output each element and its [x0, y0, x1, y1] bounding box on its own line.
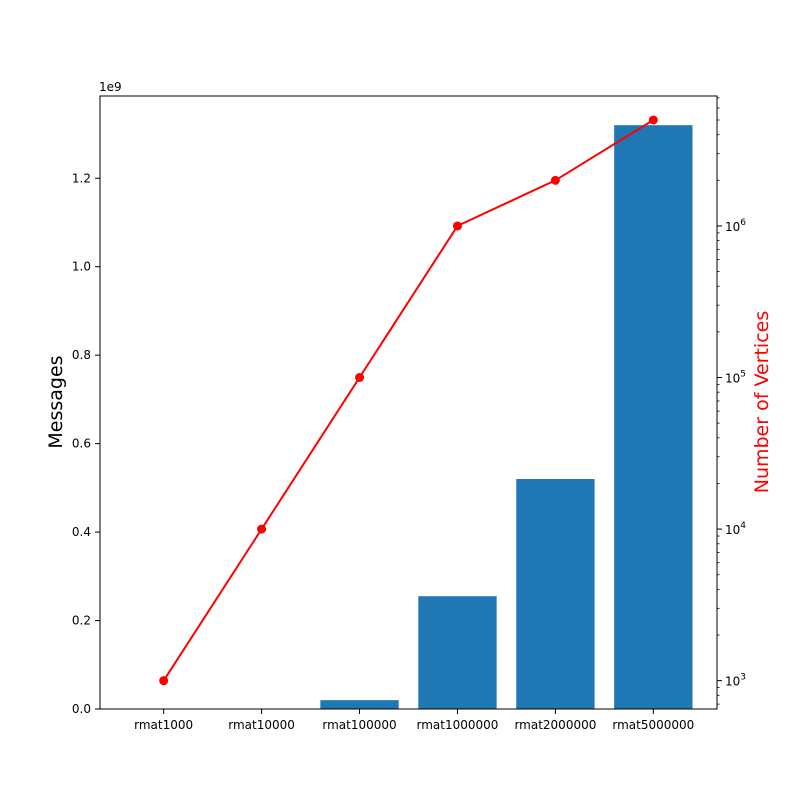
x-tick-label-rmat2000000: rmat2000000 — [514, 718, 596, 732]
x-tick-label-rmat100000: rmat100000 — [322, 718, 396, 732]
bar-rmat5000000 — [614, 125, 693, 709]
vertices-point-rmat100000 — [355, 373, 365, 383]
vertices-point-rmat5000000 — [648, 115, 658, 125]
y-tick-label-0.0: 0.0 — [72, 702, 91, 716]
vertices-line — [162, 119, 654, 682]
vertices-point-rmat1000 — [159, 676, 169, 686]
x-tick-label-rmat5000000: rmat5000000 — [612, 718, 694, 732]
y-tick-label-0.6: 0.6 — [72, 437, 91, 451]
y-axis-label: Messages — [45, 355, 67, 448]
y2-axis-label: Number of Vertices — [751, 311, 773, 494]
plot-frame — [99, 95, 718, 710]
y-tick-label-0.4: 0.4 — [72, 525, 91, 539]
bar-rmat1000000 — [418, 596, 497, 709]
axes-layer: rmat1000 rmat10000 rmat100000 rmat1000000 rm… — [72, 95, 746, 732]
x-tick-label-rmat10000: rmat10000 — [228, 718, 295, 732]
vertices-point-rmat10000 — [257, 524, 267, 534]
vertices-line-layer — [159, 115, 658, 686]
y-tick-label-0.8: 0.8 — [72, 348, 91, 362]
y-tick-label-1.2: 1.2 — [72, 171, 91, 185]
bar-rmat2000000 — [516, 479, 595, 709]
y-offset-text: 1e9 — [99, 80, 122, 94]
bar-rmat100000 — [320, 700, 399, 709]
x-tick-label-rmat1000000: rmat1000000 — [417, 718, 499, 732]
x-tick-label-rmat1000: rmat1000 — [134, 718, 193, 732]
vertices-point-rmat2000000 — [550, 175, 560, 185]
vertices-point-rmat1000000 — [452, 221, 462, 231]
y-tick-label-1.0: 1.0 — [72, 260, 91, 274]
bars-layer — [320, 125, 693, 709]
y-tick-label-0.2: 0.2 — [72, 614, 91, 628]
